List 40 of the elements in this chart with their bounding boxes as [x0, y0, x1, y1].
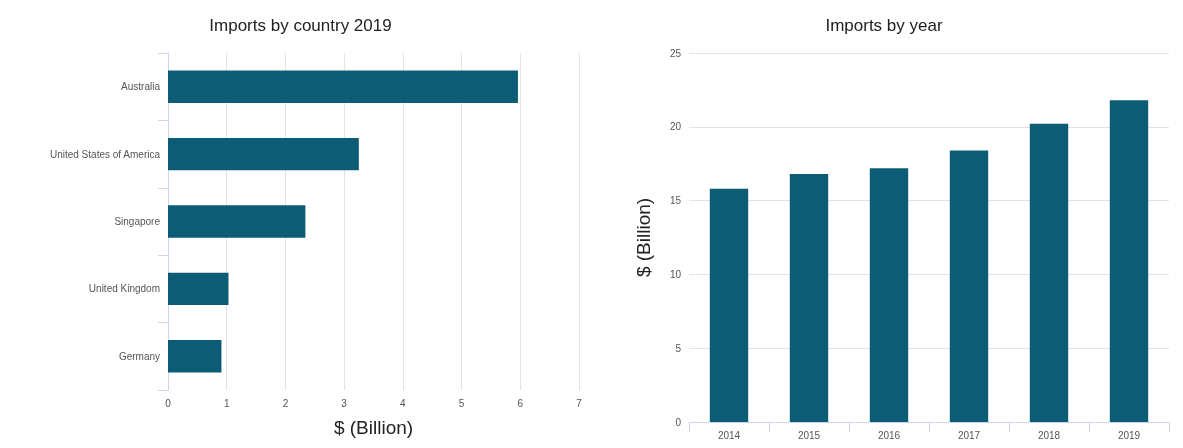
bar	[1029, 123, 1069, 422]
chart-title: Imports by year	[825, 16, 943, 35]
x-tick-label: 2014	[717, 429, 741, 441]
x-tick-label: 2015	[797, 429, 821, 441]
y-tick-label: Germany	[118, 350, 160, 362]
x-tick-label: 0	[165, 397, 172, 409]
x-tick-label: 2018	[1037, 429, 1061, 441]
y-axis-title: $ (Billion)	[633, 197, 654, 278]
chart-title: Imports by country 2019	[209, 16, 392, 35]
y-tick-label: Australia	[121, 81, 161, 93]
x-axis-title: $ (Billion)	[333, 417, 414, 438]
y-tick-label: 10	[669, 268, 682, 280]
bar	[789, 174, 829, 422]
x-tick-label: 7	[576, 397, 583, 409]
x-tick-label: 2	[282, 397, 289, 409]
x-tick-label: 4	[400, 397, 407, 409]
y-tick-label: United States of America	[49, 148, 161, 160]
x-tick-label: 2016	[877, 429, 901, 441]
y-tick-label: 15	[669, 195, 682, 207]
y-tick-label: 25	[669, 47, 682, 59]
y-tick-label: United Kingdom	[88, 283, 160, 295]
y-tick-label: 5	[675, 342, 682, 354]
x-tick-label: 2017	[957, 429, 981, 441]
x-tick-label: 6	[517, 397, 524, 409]
x-tick-label: 3	[341, 397, 348, 409]
y-tick-label: 20	[669, 121, 682, 133]
y-tick-label: Singapore	[114, 216, 161, 227]
bar	[949, 150, 989, 422]
bar	[168, 340, 222, 373]
x-tick-label: 1	[223, 397, 230, 409]
bar	[168, 205, 306, 238]
bar	[168, 137, 359, 171]
bar	[869, 168, 909, 422]
y-tick-label: 0	[675, 416, 682, 428]
bar	[709, 188, 749, 422]
bar	[168, 272, 229, 306]
x-tick-label: 2019	[1117, 429, 1141, 441]
bar	[1109, 100, 1149, 422]
bar	[168, 70, 518, 103]
x-tick-label: 5	[458, 397, 465, 409]
